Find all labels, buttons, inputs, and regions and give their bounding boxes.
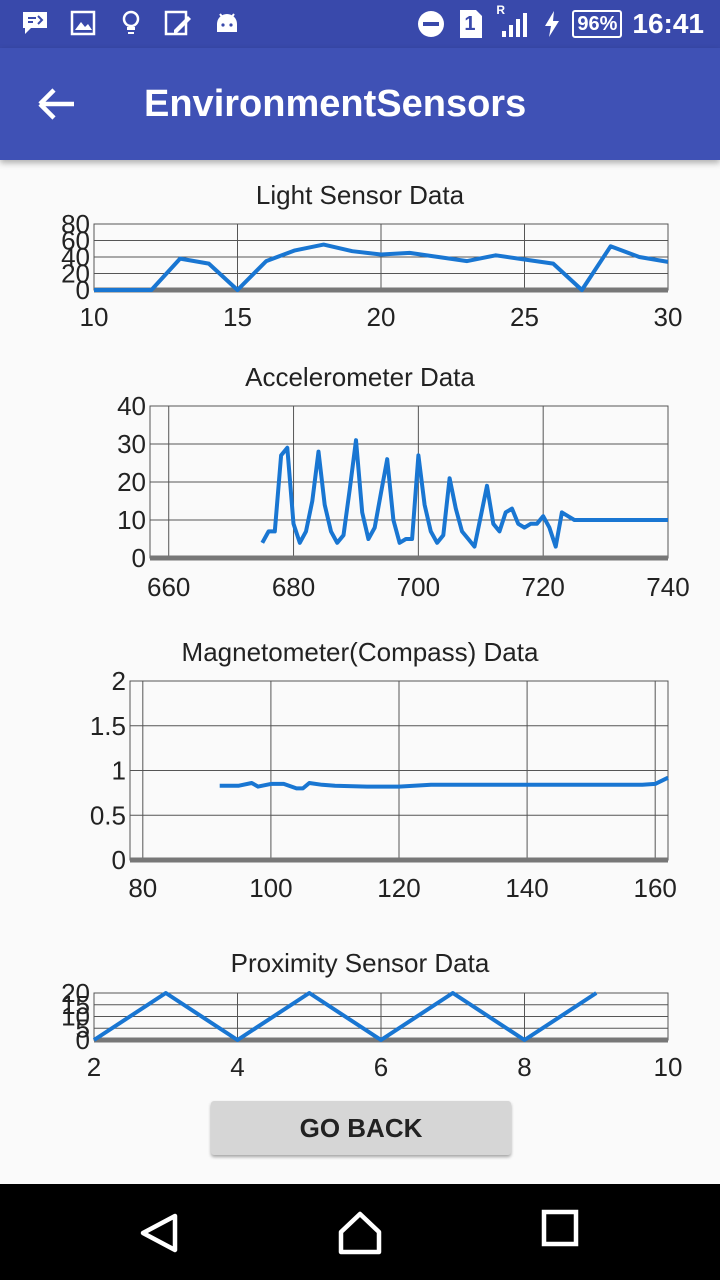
android-icon: [212, 8, 242, 38]
y-tick-label: 0: [76, 1025, 90, 1055]
y-tick-label: 1.5: [90, 711, 126, 741]
x-tick-label: 20: [367, 302, 396, 332]
x-tick-label: 720: [521, 572, 564, 602]
app-title: EnvironmentSensors: [144, 83, 527, 125]
x-tick-label: 6: [374, 1052, 388, 1082]
navigation-bar: [0, 1184, 720, 1280]
x-tick-label: 4: [230, 1052, 244, 1082]
magnetometer-chart: 0 0.5 1 1.5 2 80 100 120 140 160: [90, 666, 677, 903]
x-tick-label: 30: [654, 302, 683, 332]
x-tick-label: 700: [397, 572, 440, 602]
lightbulb-icon: [116, 8, 146, 38]
y-tick-label: 2: [112, 666, 126, 696]
y-tick-label: 40: [61, 242, 90, 272]
app-bar: EnvironmentSensors: [0, 48, 720, 160]
x-tick-label: 740: [646, 572, 689, 602]
back-icon[interactable]: [135, 1208, 185, 1258]
image-icon: [68, 8, 98, 38]
y-tick-label: 10: [61, 1002, 90, 1032]
y-tick-label: 20: [61, 259, 90, 289]
y-tick-label: 0: [112, 845, 126, 875]
y-tick-label: 20: [117, 467, 146, 497]
y-tick-label: 20: [61, 978, 90, 1008]
x-tick-label: 10: [80, 302, 109, 332]
x-tick-label: 2: [87, 1052, 101, 1082]
battery-level: 96%: [572, 10, 623, 38]
y-tick-label: 80: [61, 209, 90, 239]
home-icon[interactable]: [335, 1208, 385, 1258]
accel-chart-title: Accelerometer Data: [245, 362, 475, 392]
roaming-indicator: R: [496, 3, 506, 17]
charging-icon: [542, 9, 562, 39]
y-tick-label: 10: [117, 505, 146, 535]
x-tick-label: 80: [128, 873, 157, 903]
y-tick-label: 15: [61, 990, 90, 1020]
y-tick-label: 0: [132, 543, 146, 573]
y-tick-label: 0.5: [90, 800, 126, 830]
mag-chart-title: Magnetometer(Compass) Data: [181, 637, 539, 667]
y-tick-label: 60: [61, 226, 90, 256]
edit-icon: [164, 8, 194, 38]
sim-icon: 1: [456, 9, 486, 39]
y-tick-label: 30: [117, 429, 146, 459]
x-tick-label: 140: [505, 873, 548, 903]
go-back-button[interactable]: GO BACK: [211, 1101, 511, 1155]
prox-chart-title: Proximity Sensor Data: [230, 948, 490, 978]
x-tick-label: 8: [517, 1052, 531, 1082]
x-tick-label: 680: [272, 572, 315, 602]
sim-number: 1: [464, 13, 476, 35]
x-tick-label: 660: [147, 572, 190, 602]
x-tick-label: 15: [223, 302, 252, 332]
x-tick-label: 120: [377, 873, 420, 903]
series-line: [94, 242, 669, 292]
back-arrow-icon[interactable]: [34, 82, 78, 126]
recents-icon[interactable]: [540, 1208, 590, 1258]
signal-icon: R: [496, 3, 532, 39]
x-tick-label: 100: [249, 873, 292, 903]
do-not-disturb-icon: [416, 9, 446, 39]
clock: 16:41: [632, 8, 704, 39]
series-line: [260, 438, 668, 549]
x-tick-label: 25: [510, 302, 539, 332]
y-tick-label: 1: [112, 756, 126, 786]
notification-icon: [20, 8, 50, 38]
y-tick-label: 5: [76, 1013, 90, 1043]
x-tick-label: 10: [654, 1052, 683, 1082]
light-chart-title: Light Sensor Data: [255, 180, 465, 210]
x-tick-label: 160: [633, 873, 676, 903]
series-line: [219, 775, 669, 791]
y-tick-label: 40: [117, 391, 146, 421]
accelerometer-chart: 0 10 20 30 40 660 680 700 720 740: [117, 391, 690, 602]
series-line: [92, 991, 598, 1042]
status-bar: 1 R 96% 16:41: [0, 0, 720, 48]
y-tick-label: 0: [76, 275, 90, 305]
